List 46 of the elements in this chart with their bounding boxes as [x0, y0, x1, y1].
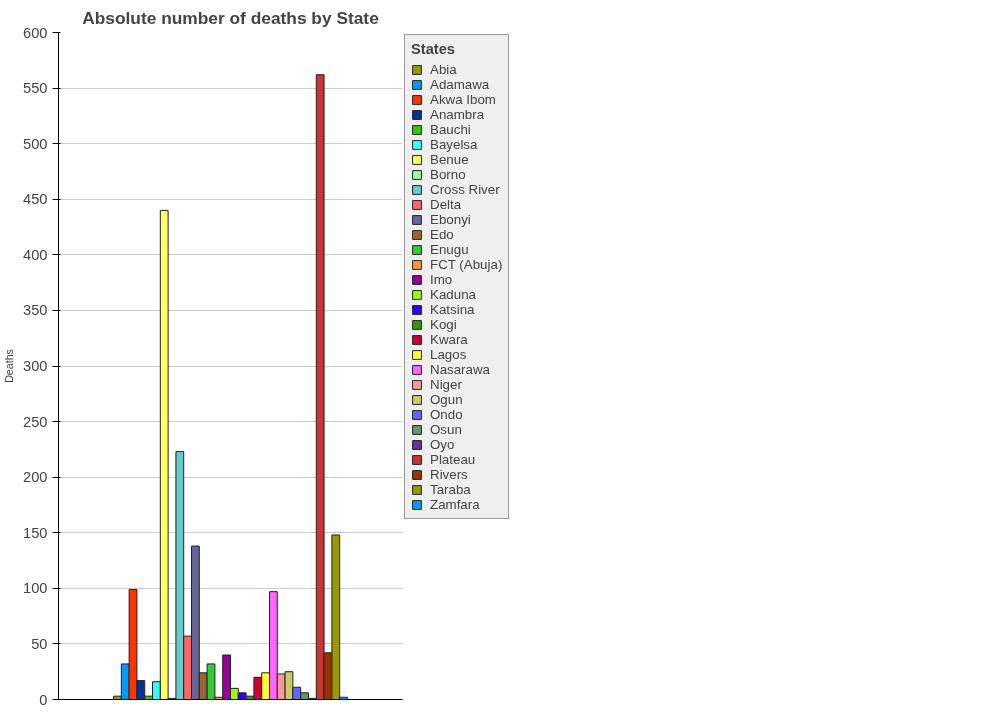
legend-label: Taraba: [430, 482, 471, 497]
legend-label: Cross River: [430, 182, 500, 197]
legend-label: Zamfara: [430, 497, 480, 512]
legend-label: Oyo: [430, 437, 455, 452]
y-tick-label: 150: [23, 524, 48, 541]
legend-label: Rivers: [430, 467, 468, 482]
legend-label: Niger: [430, 377, 462, 392]
legend-label: Katsina: [430, 302, 475, 317]
y-tick-label: 300: [23, 358, 48, 374]
legend-label: FCT (Abuja): [430, 257, 503, 272]
y-tick-label: 600: [23, 24, 48, 41]
y-tick-label: 550: [23, 80, 48, 97]
legend-label: Adamawa: [430, 77, 490, 92]
y-tick-label: 250: [23, 413, 48, 430]
legend-label: Edo: [430, 227, 454, 242]
y-tick-label: 50: [31, 635, 48, 652]
legend-label: Abia: [430, 62, 457, 77]
legend-label: Ogun: [430, 392, 463, 407]
legend-label: Lagos: [430, 347, 467, 362]
legend-label: Enugu: [430, 242, 469, 257]
legend-label: Imo: [430, 272, 453, 287]
y-tick-label: 500: [23, 135, 48, 152]
y-axis-title: Deaths: [3, 349, 16, 383]
y-tick-label: 350: [23, 302, 48, 319]
legend-label: Bayelsa: [430, 137, 478, 152]
legend-label: Anambra: [430, 107, 485, 122]
legend-label: Kwara: [430, 332, 468, 347]
y-tick-label: 0: [39, 691, 48, 708]
legend-label: Osun: [430, 422, 462, 437]
legend-title: States: [411, 41, 456, 57]
y-tick-label: 450: [23, 191, 48, 208]
legend-label: Borno: [430, 167, 466, 182]
legend-label: Akwa Ibom: [430, 92, 496, 107]
legend-label: Ebonyi: [430, 212, 471, 227]
y-tick-label: 100: [23, 580, 48, 597]
legend-label: Delta: [430, 197, 462, 212]
legend-label: Nasarawa: [430, 362, 491, 377]
legend-label: Kaduna: [430, 287, 476, 302]
y-tick-label: 200: [23, 469, 48, 486]
chart-title: Absolute number of deaths by State: [82, 7, 380, 28]
legend-label: Plateau: [430, 452, 476, 467]
legend-label: Ondo: [430, 407, 463, 422]
legend-label: Kogi: [430, 317, 457, 332]
legend-label: Bauchi: [430, 122, 471, 137]
y-tick-label: 400: [23, 246, 48, 263]
legend-label: Benue: [430, 152, 469, 167]
